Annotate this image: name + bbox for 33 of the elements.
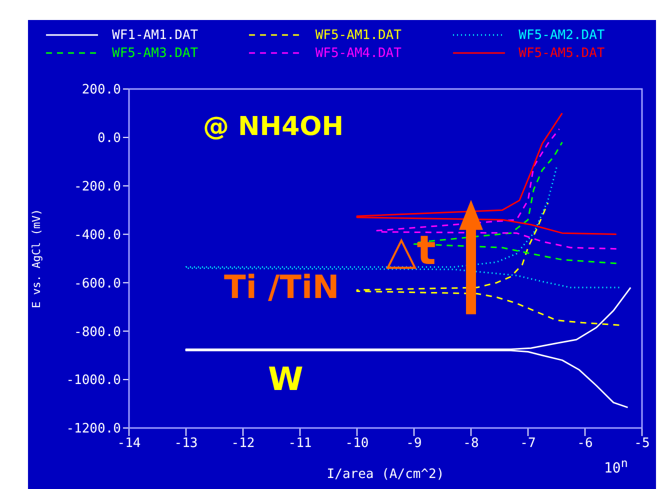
x-tick-label: -8: [463, 436, 479, 452]
x-tick-label: -9: [406, 436, 422, 452]
y-tick-label: -400.0: [74, 228, 121, 243]
legend-label: WF5-AM1.DAT: [315, 28, 402, 42]
text: 10$^{n}$: [604, 456, 628, 477]
y-tick-label: -600.0: [74, 276, 121, 292]
x-axis-title: I/area (A/cm^2): [326, 467, 444, 482]
legend-label: WF5-AM5.DAT: [518, 46, 605, 60]
y-tick-label: 200.0: [82, 82, 121, 98]
y-tick-label: -800.0: [74, 324, 121, 340]
legend-label: WF5-AM2.DAT: [518, 28, 605, 42]
line-series: [356, 112, 618, 236]
x-tick-label: -14: [117, 436, 141, 452]
x-tick-label: -5: [634, 436, 650, 452]
y-tick-label: -200.0: [74, 179, 121, 194]
annotation: Ti /TiN: [224, 268, 340, 306]
x-tick-label: -11: [288, 436, 312, 452]
annotation: △t: [386, 228, 436, 274]
y-tick-label: -1200.0: [66, 422, 121, 437]
line-series: [356, 202, 620, 326]
legend-label: WF5-AM4.DAT: [315, 46, 402, 60]
x-tick-label: -12: [231, 436, 255, 452]
annotation: @ NH4OH: [203, 112, 344, 142]
x-tick-label: -7: [520, 436, 536, 452]
annotation: W: [268, 360, 304, 398]
x-tick-label: -10: [345, 436, 369, 452]
x-tick-label: -13: [174, 436, 198, 452]
y-axis-title: E vs. AgCl (mV): [30, 208, 43, 308]
y-tick-label: 0.0: [98, 131, 121, 146]
legend-label: WF5-AM3.DAT: [112, 46, 198, 60]
y-tick-label: -1000.0: [66, 373, 121, 388]
x-tick-label: -6: [577, 436, 593, 452]
legend-label: WF1-AM1.DAT: [112, 28, 198, 42]
